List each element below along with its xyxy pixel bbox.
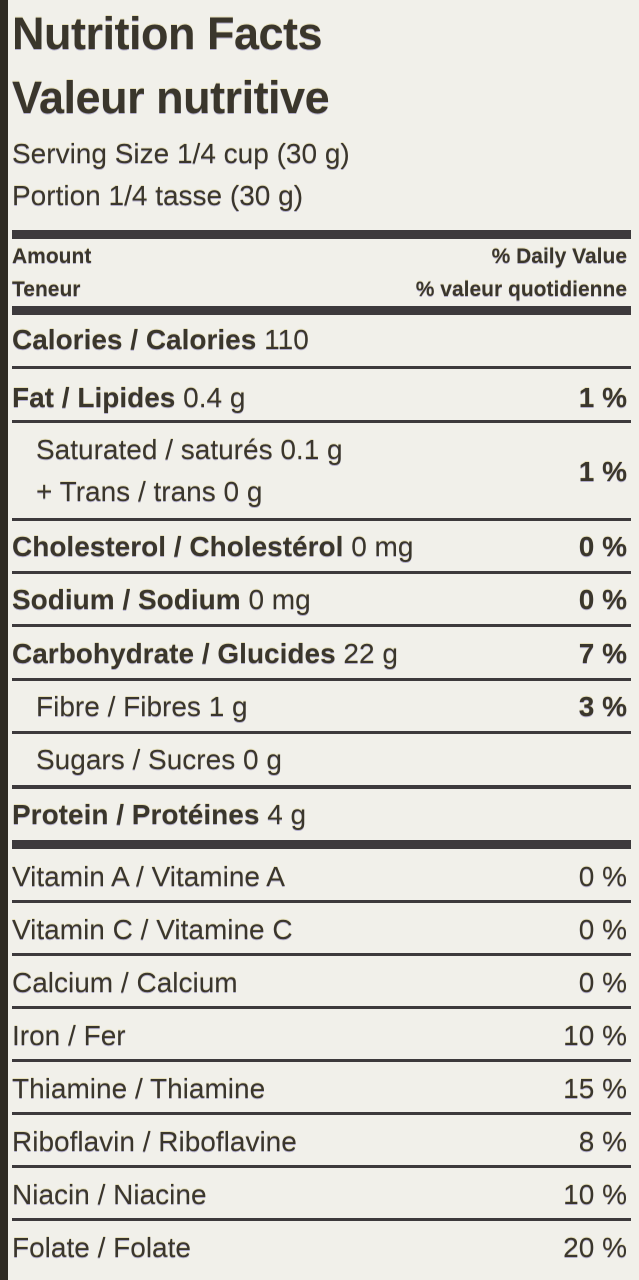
- divider: [12, 230, 631, 239]
- vitamin-dv: 0 %: [578, 967, 627, 998]
- vitamin-row: Folate / Folate 20 %: [12, 1228, 627, 1268]
- divider: [12, 953, 631, 956]
- nutrient-row-carbohydrate: Carbohydrate / Glucides 22 g 7 %: [12, 634, 627, 674]
- vitamin-label: Folate / Folate: [12, 1232, 191, 1263]
- nutrient-label: Fat / Lipides: [12, 382, 176, 413]
- nutrient-dv: 0 %: [578, 584, 627, 615]
- vitamin-label: Calcium / Calcium: [12, 967, 238, 998]
- nutrient-amount: 0 mg: [351, 531, 414, 562]
- divider: [12, 1218, 631, 1221]
- nutrient-dv: 3 %: [578, 691, 627, 722]
- serving-size-fr: Portion 1/4 tasse (30 g): [12, 180, 304, 211]
- nutrient-label: Protein / Protéines: [12, 799, 260, 830]
- vitamin-label: Riboflavin / Riboflavine: [12, 1126, 297, 1157]
- vitamin-row: Riboflavin / Riboflavine 8 %: [12, 1122, 627, 1162]
- nutrient-dv: 7 %: [578, 638, 627, 669]
- amount-header: Amount: [12, 245, 92, 268]
- daily-value-header: % Daily Value: [491, 245, 627, 268]
- calories-label: Calories / Calories: [12, 324, 257, 355]
- vitamin-row: Iron / Fer 10 %: [12, 1016, 627, 1056]
- nutrition-facts-label: Nutrition Facts Valeur nutritive Serving…: [8, 0, 639, 1280]
- divider: [12, 1112, 631, 1115]
- nutrient-label: Sodium / Sodium: [12, 584, 241, 615]
- vitamin-label: Iron / Fer: [12, 1020, 126, 1051]
- divider: [12, 571, 631, 574]
- vitamin-dv: 10 %: [563, 1179, 627, 1210]
- calories-value: 110: [264, 324, 309, 355]
- vitamin-dv: 20 %: [563, 1232, 627, 1263]
- nutrient-amount: 0 mg: [248, 584, 311, 615]
- amount-header-fr: Teneur: [12, 278, 81, 301]
- divider: [12, 1165, 631, 1168]
- nutrient-row-sodium: Sodium / Sodium 0 mg 0 %: [12, 580, 627, 620]
- divider: [12, 420, 631, 423]
- divider: [12, 366, 631, 369]
- nutrient-label: Sugars / Sucres 0 g: [36, 744, 282, 775]
- vitamin-row: Thiamine / Thiamine 15 %: [12, 1069, 627, 1109]
- divider: [12, 518, 631, 521]
- daily-value-header-fr: % valeur quotidienne: [415, 278, 627, 301]
- vitamin-dv: 10 %: [563, 1020, 627, 1051]
- nutrient-row-protein: Protein / Protéines 4 g: [12, 795, 627, 835]
- nutrient-label: Fibre / Fibres 1 g: [36, 691, 248, 722]
- nutrient-amount: 22 g: [343, 638, 398, 669]
- nutrient-row-cholesterol: Cholesterol / Cholestérol 0 mg 0 %: [12, 527, 627, 567]
- nutrient-label: Cholesterol / Cholestérol: [12, 531, 344, 562]
- nutrient-row-saturated: Saturated / saturés 0.1 g: [36, 430, 627, 470]
- nutrient-dv: 1 %: [578, 456, 627, 487]
- divider: [12, 1059, 631, 1062]
- vitamin-row: Niacin / Niacine 10 %: [12, 1175, 627, 1215]
- vitamin-label: Vitamin C / Vitamine C: [12, 914, 293, 945]
- divider: [12, 731, 631, 734]
- vitamin-dv: 8 %: [578, 1126, 627, 1157]
- divider: [12, 840, 631, 849]
- title-fr: Valeur nutritive: [12, 72, 330, 123]
- vitamin-row: Vitamin C / Vitamine C 0 %: [12, 910, 627, 950]
- divider: [12, 1006, 631, 1009]
- divider: [12, 785, 631, 789]
- vitamin-dv: 0 %: [578, 914, 627, 945]
- divider: [12, 900, 631, 903]
- vitamin-label: Thiamine / Thiamine: [12, 1073, 266, 1104]
- nutrient-label: + Trans / trans 0 g: [36, 476, 263, 507]
- nutrient-amount: 0.4 g: [183, 382, 246, 413]
- saturated-dv: 1 %: [579, 452, 627, 492]
- nutrient-row-trans: + Trans / trans 0 g: [36, 472, 627, 512]
- vitamin-label: Vitamin A / Vitamine A: [12, 861, 285, 892]
- vitamin-label: Niacin / Niacine: [12, 1179, 207, 1210]
- nutrient-row-fibre: Fibre / Fibres 1 g 3 %: [36, 687, 627, 727]
- vitamin-row: Calcium / Calcium 0 %: [12, 963, 627, 1003]
- title-en: Nutrition Facts: [12, 8, 323, 59]
- nutrient-dv: 1 %: [578, 382, 627, 413]
- divider: [12, 678, 631, 681]
- vitamin-row: Vitamin A / Vitamine A 0 %: [12, 857, 627, 897]
- nutrient-row-fat: Fat / Lipides 0.4 g 1 %: [12, 378, 627, 418]
- nutrient-amount: 4 g: [267, 799, 307, 830]
- calories-row: Calories / Calories 110: [12, 320, 627, 360]
- nutrient-label: Saturated / saturés 0.1 g: [36, 434, 343, 465]
- nutrient-label: Carbohydrate / Glucides: [12, 638, 336, 669]
- divider: [12, 306, 631, 315]
- divider: [12, 624, 631, 627]
- vitamin-dv: 0 %: [578, 861, 627, 892]
- nutrient-dv: 0 %: [578, 531, 627, 562]
- vitamin-dv: 15 %: [563, 1073, 627, 1104]
- serving-size-en: Serving Size 1/4 cup (30 g): [12, 138, 350, 169]
- nutrient-row-sugars: Sugars / Sucres 0 g: [36, 740, 627, 780]
